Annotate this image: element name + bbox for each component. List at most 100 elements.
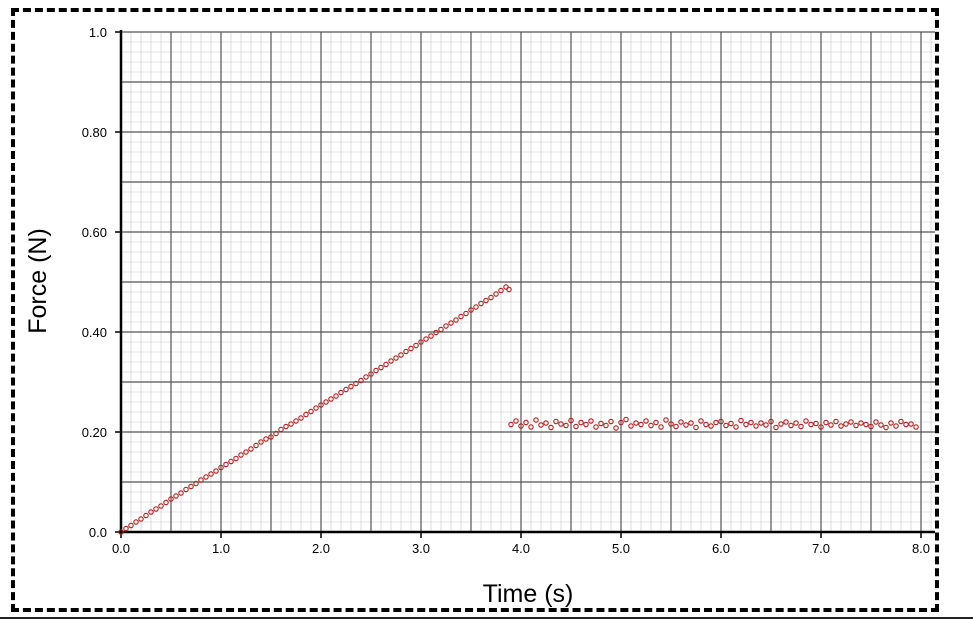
data-point — [403, 348, 409, 355]
data-point — [883, 424, 889, 431]
data-point — [788, 422, 794, 429]
data-point — [293, 418, 299, 424]
data-point — [183, 486, 189, 493]
data-point — [813, 420, 819, 427]
data-point — [463, 310, 469, 317]
data-point — [488, 294, 494, 301]
x-axis-title: Time (s) — [483, 580, 574, 608]
data-point — [283, 423, 289, 430]
data-point — [178, 490, 184, 496]
data-point — [608, 418, 614, 425]
data-point — [398, 352, 404, 358]
x-tick-label: 5.0 — [612, 541, 630, 556]
y-tick-label: 0.20 — [82, 425, 107, 440]
data-point — [753, 423, 759, 429]
data-point — [288, 421, 294, 427]
data-point — [328, 396, 334, 402]
data-point — [278, 426, 284, 433]
y-tick-labels: 0.0 0.20 0.40 0.60 0.80 1.0 — [82, 25, 107, 540]
data-point — [373, 367, 379, 374]
data-point — [353, 380, 359, 387]
data-point — [223, 461, 229, 468]
data-point — [733, 424, 739, 430]
data-point — [843, 421, 849, 427]
data-point — [303, 411, 309, 418]
data-point — [388, 358, 394, 364]
data-point — [633, 420, 639, 426]
data-point — [613, 425, 619, 431]
data-point — [333, 393, 339, 399]
data-points — [118, 284, 919, 535]
data-point — [498, 287, 504, 294]
data-point — [298, 415, 304, 421]
x-tick-label: 6.0 — [712, 541, 730, 556]
data-point — [893, 423, 899, 429]
data-point — [858, 420, 864, 426]
y-tick-label: 0.60 — [82, 225, 107, 240]
data-point — [663, 417, 669, 423]
data-point — [198, 477, 204, 483]
data-point — [728, 420, 734, 427]
data-point — [123, 525, 129, 532]
data-point — [638, 421, 644, 428]
data-point — [433, 329, 439, 336]
data-point — [658, 424, 664, 430]
data-point — [878, 422, 884, 428]
data-point — [873, 419, 879, 425]
chart-frame — [11, 8, 939, 612]
y-tick-label: 0.40 — [82, 325, 107, 340]
data-point — [838, 423, 844, 429]
y-tick-label: 1.0 — [89, 25, 107, 40]
data-point — [678, 419, 684, 425]
data-point — [593, 424, 599, 430]
page-bottom-rule — [0, 617, 973, 619]
data-point — [163, 499, 169, 506]
data-point — [723, 422, 729, 429]
data-point — [868, 423, 874, 430]
data-point — [888, 420, 894, 426]
data-point — [133, 519, 139, 525]
data-point — [598, 420, 604, 427]
data-point — [408, 345, 414, 352]
data-point — [563, 422, 569, 429]
data-point — [273, 430, 279, 437]
data-point — [558, 421, 564, 427]
data-point — [708, 423, 714, 429]
data-point — [548, 424, 554, 431]
axes — [115, 30, 935, 538]
data-point — [153, 506, 159, 512]
data-point — [908, 421, 914, 427]
data-point — [823, 419, 829, 426]
data-point — [318, 402, 324, 408]
data-point — [148, 509, 154, 515]
data-point — [308, 408, 314, 415]
data-point — [673, 423, 679, 430]
data-point — [413, 342, 419, 349]
y-tick-label: 0.0 — [89, 525, 107, 540]
data-point — [798, 423, 804, 430]
data-point — [533, 417, 539, 423]
data-point — [693, 424, 699, 431]
data-point — [158, 503, 164, 509]
data-point — [313, 405, 319, 411]
data-point — [233, 455, 239, 462]
x-tick-label: 2.0 — [312, 541, 330, 556]
data-point — [703, 421, 709, 428]
data-point — [543, 420, 549, 426]
data-point — [338, 389, 344, 396]
data-point — [173, 493, 179, 499]
data-point — [683, 422, 689, 428]
data-point — [523, 419, 529, 426]
data-point — [243, 449, 249, 455]
data-point — [803, 418, 809, 424]
data-point — [168, 496, 174, 502]
y-axis-title: Force (N) — [24, 228, 52, 334]
data-point — [623, 416, 629, 423]
data-point — [833, 418, 839, 425]
data-point — [768, 418, 774, 425]
data-point — [418, 339, 424, 345]
data-point — [773, 424, 779, 431]
data-point — [443, 323, 449, 329]
data-point — [363, 374, 369, 380]
